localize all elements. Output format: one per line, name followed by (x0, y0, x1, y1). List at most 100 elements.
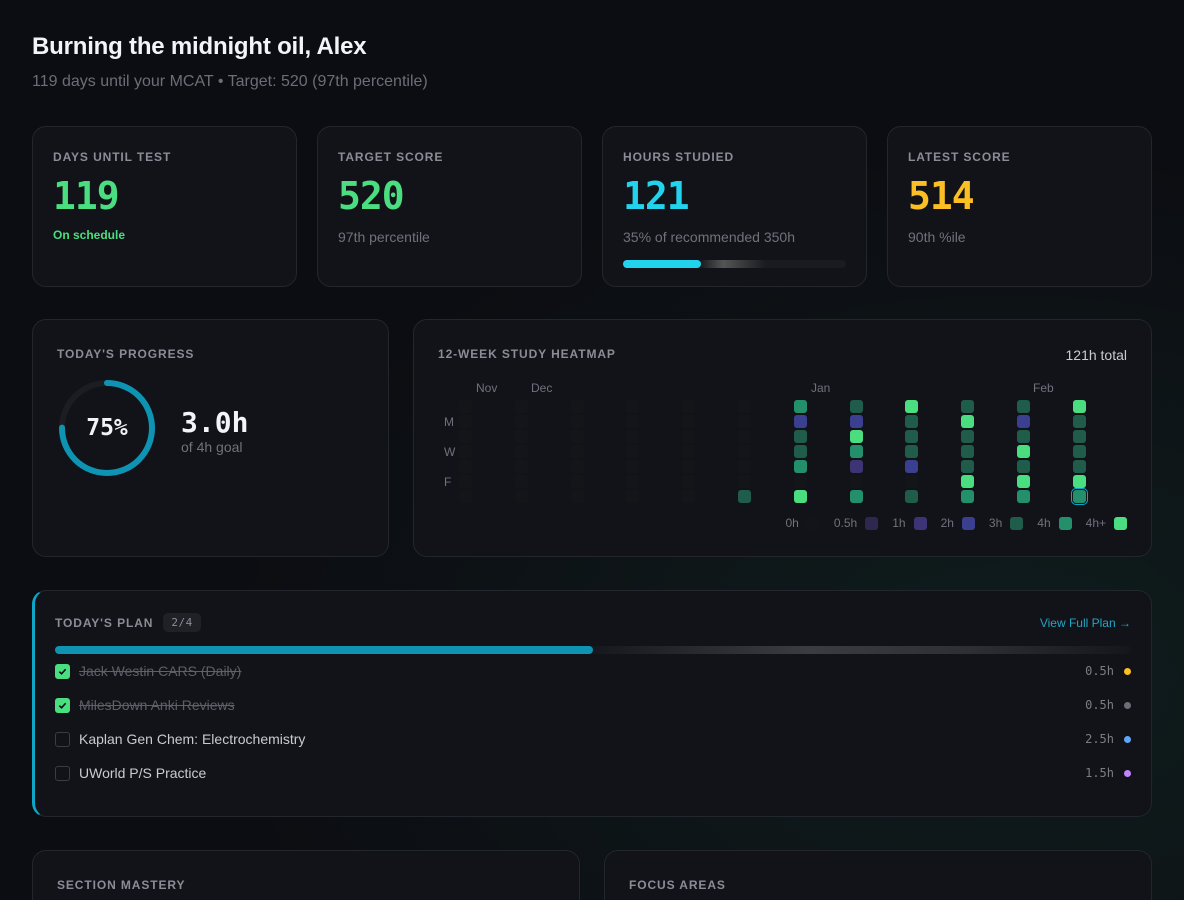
heatmap-cell[interactable] (849, 445, 863, 458)
heatmap-cell[interactable] (1017, 400, 1030, 413)
heatmap-cell[interactable] (849, 460, 863, 473)
legend-swatch (913, 516, 927, 530)
heatmap-cell[interactable] (626, 430, 640, 443)
heatmap-cell[interactable] (961, 430, 975, 443)
heatmap-cell[interactable] (626, 445, 640, 458)
heatmap-cell[interactable] (1017, 460, 1030, 473)
heatmap-cell[interactable] (1072, 475, 1086, 488)
heatmap-cell[interactable] (961, 475, 975, 488)
heatmap-cell[interactable] (1072, 445, 1086, 458)
heatmap-cell[interactable] (1017, 430, 1030, 443)
heatmap-cell[interactable] (570, 490, 584, 503)
heatmap-cell[interactable] (905, 490, 919, 503)
heatmap-cell[interactable] (1017, 415, 1030, 428)
legend-swatch (961, 516, 975, 530)
heatmap-cell[interactable] (1070, 488, 1088, 505)
heatmap-cell[interactable] (961, 415, 975, 428)
plan-task[interactable]: Kaplan Gen Chem: Electrochemistry 2.5h (55, 722, 1131, 756)
heatmap-cell[interactable] (514, 400, 528, 413)
heatmap-cell[interactable] (514, 460, 528, 473)
plan-task[interactable]: UWorld P/S Practice 1.5h (55, 756, 1131, 790)
heatmap-cell[interactable] (738, 400, 751, 413)
heatmap-cell[interactable] (570, 445, 584, 458)
task-checkbox[interactable] (55, 731, 70, 747)
heatmap-cell[interactable] (793, 400, 807, 413)
heatmap-cell[interactable] (905, 460, 919, 473)
heatmap-cell[interactable] (514, 430, 528, 443)
heatmap-cell[interactable] (459, 415, 472, 428)
heatmap-cell[interactable] (738, 490, 751, 503)
heatmap-cell[interactable] (961, 400, 975, 413)
heatmap-cell[interactable] (459, 475, 472, 488)
heatmap-cell[interactable] (682, 460, 696, 473)
heatmap-cell[interactable] (682, 415, 696, 428)
heatmap-cell[interactable] (849, 490, 863, 503)
heatmap-cell[interactable] (738, 430, 751, 443)
heatmap-cell[interactable] (626, 475, 640, 488)
heatmap-cell[interactable] (849, 475, 863, 488)
heatmap-cell[interactable] (682, 430, 696, 443)
heatmap-cell[interactable] (738, 475, 751, 488)
heatmap-cell[interactable] (905, 415, 919, 428)
view-full-plan-link[interactable]: View Full Plan → (1039, 615, 1131, 630)
heatmap-cell[interactable] (1017, 445, 1030, 458)
heatmap-cell[interactable] (682, 475, 696, 488)
heatmap-cell[interactable] (514, 475, 528, 488)
heatmap-cell[interactable] (738, 445, 751, 458)
task-hours: 1.5h (1085, 766, 1114, 780)
heatmap-cell[interactable] (849, 400, 863, 413)
month-label-dec: Dec (531, 381, 553, 395)
heatmap-cell[interactable] (626, 415, 640, 428)
heatmap-cell[interactable] (570, 430, 584, 443)
heatmap-cell[interactable] (514, 445, 528, 458)
heatmap-cell[interactable] (459, 460, 472, 473)
heatmap-cell[interactable] (570, 475, 584, 488)
heatmap-cell[interactable] (1072, 400, 1086, 413)
task-checkbox[interactable] (55, 765, 70, 781)
heatmap-cell[interactable] (849, 430, 863, 443)
heatmap-cell[interactable] (905, 475, 919, 488)
heatmap-cell[interactable] (626, 460, 640, 473)
heatmap-cell[interactable] (961, 445, 975, 458)
heatmap-cell[interactable] (459, 400, 472, 413)
heatmap-cell[interactable] (1017, 490, 1030, 503)
heatmap-cell[interactable] (459, 490, 472, 503)
heatmap-cell[interactable] (682, 490, 696, 503)
heatmap-cell[interactable] (459, 445, 472, 458)
heatmap-cell[interactable] (570, 460, 584, 473)
heatmap-cell[interactable] (905, 445, 919, 458)
heatmap-cell[interactable] (793, 475, 807, 488)
heatmap-cell[interactable] (1017, 475, 1030, 488)
heatmap-cell[interactable] (682, 445, 696, 458)
today-progress-card: TODAY'S PROGRESS 75% 3.0h of 4h goal (32, 319, 389, 557)
heatmap-cell[interactable] (570, 400, 584, 413)
heatmap-cell[interactable] (738, 460, 751, 473)
heatmap-cell[interactable] (793, 490, 807, 503)
heatmap-cell[interactable] (905, 400, 919, 413)
heatmap-cell[interactable] (738, 415, 751, 428)
heatmap-cell[interactable] (514, 415, 528, 428)
heatmap-cell[interactable] (514, 490, 528, 503)
task-checkbox[interactable] (55, 697, 70, 713)
stat-value: 514 (908, 174, 975, 218)
plan-task[interactable]: Jack Westin CARS (Daily) 0.5h (55, 654, 1131, 688)
task-checkbox[interactable] (55, 663, 70, 679)
heatmap-cell[interactable] (961, 460, 975, 473)
heatmap-cell[interactable] (459, 430, 472, 443)
heatmap-cell[interactable] (849, 415, 863, 428)
heatmap-cell[interactable] (682, 400, 696, 413)
heatmap-cell[interactable] (1072, 415, 1086, 428)
heatmap-cell[interactable] (626, 400, 640, 413)
plan-task[interactable]: MilesDown Anki Reviews 0.5h (55, 688, 1131, 722)
heatmap-cell[interactable] (793, 460, 807, 473)
heatmap-cell[interactable] (961, 490, 975, 503)
heatmap-cell[interactable] (570, 415, 584, 428)
heatmap-cell[interactable] (1072, 460, 1086, 473)
heatmap-cell[interactable] (793, 415, 807, 428)
heatmap-cell[interactable] (1072, 430, 1086, 443)
heatmap-cell[interactable] (626, 490, 640, 503)
heatmap-cell[interactable] (905, 430, 919, 443)
stat-card-hours: HOURS STUDIED 121 35% of recommended 350… (602, 126, 867, 287)
heatmap-cell[interactable] (793, 430, 807, 443)
heatmap-cell[interactable] (793, 445, 807, 458)
